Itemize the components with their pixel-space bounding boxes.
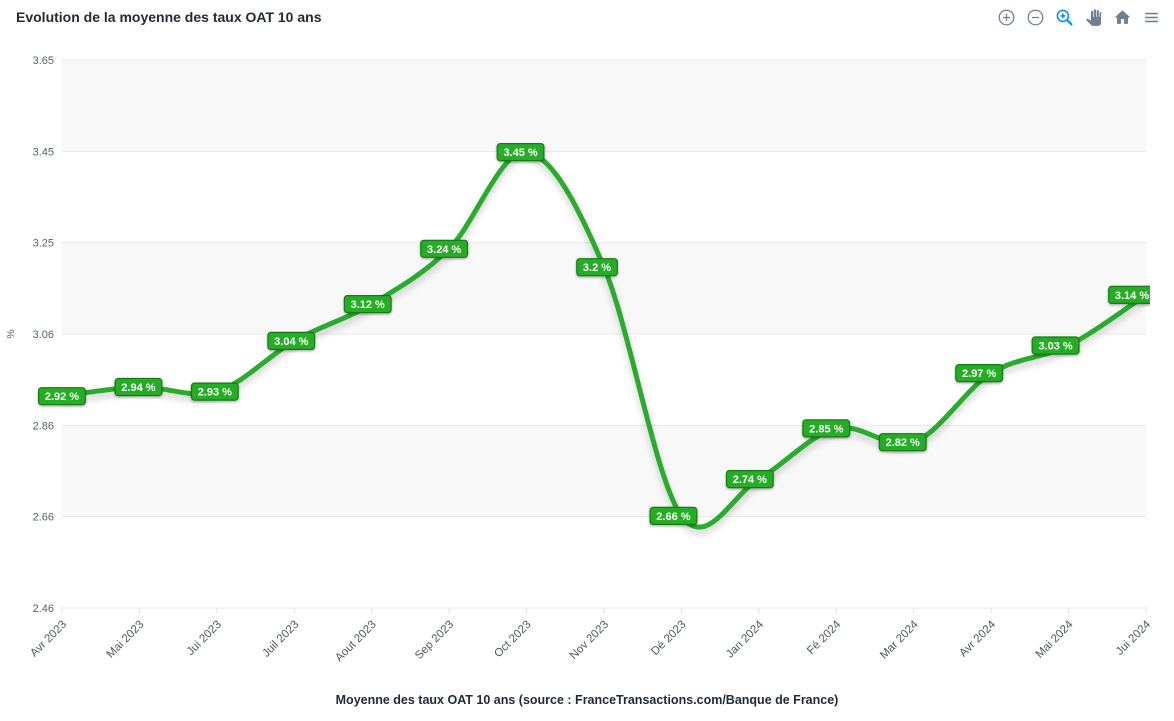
chart-title: Evolution de la moyenne des taux OAT 10 …: [16, 9, 322, 25]
svg-text:2.82 %: 2.82 %: [886, 437, 920, 449]
grid-row-stripe: [62, 516, 1146, 608]
x-axis-tick-label: Avr 2024: [957, 618, 998, 659]
x-axis-tick-label: Aout 2023: [333, 619, 379, 665]
x-axis-tick-label: Mar 2024: [878, 618, 921, 661]
svg-text:3.14 %: 3.14 %: [1115, 290, 1149, 302]
data-point-label: 2.66 %: [649, 506, 698, 525]
svg-text:2.94 %: 2.94 %: [121, 382, 155, 394]
svg-text:2.97 %: 2.97 %: [962, 368, 996, 380]
y-axis-tick-label: 2.66: [33, 512, 54, 524]
data-point-label: 3.14 %: [1108, 285, 1156, 304]
x-axis-tick-label: Jui 2023: [185, 619, 224, 658]
data-point-label: 3.2 %: [576, 258, 618, 277]
x-axis-tick-label: Jui 2024: [1114, 618, 1150, 658]
grid-row-stripe: [62, 425, 1146, 517]
data-point-label: 2.93 %: [190, 382, 239, 401]
svg-text:2.92 %: 2.92 %: [45, 391, 79, 403]
data-point-label: 2.74 %: [725, 470, 774, 489]
y-axis-tick-label: 3.06: [33, 329, 54, 341]
y-axis-tick-label: 3.45: [33, 146, 54, 158]
home-icon[interactable]: [1112, 7, 1133, 28]
data-point-label: 2.94 %: [114, 377, 163, 397]
zoom-out-icon[interactable]: [1025, 7, 1046, 28]
data-point-label: 2.92 %: [37, 387, 86, 406]
data-point-label: 3.03 %: [1031, 336, 1080, 355]
svg-text:3.45 %: 3.45 %: [503, 147, 537, 159]
svg-text:3.12 %: 3.12 %: [351, 299, 385, 311]
chart-toolbar: [996, 7, 1162, 28]
y-axis-tick-label: 2.86: [33, 420, 54, 432]
rate-series-line: [59, 149, 1149, 530]
pan-icon[interactable]: [1083, 7, 1104, 28]
x-axis-tick-label: Fé 2024: [805, 618, 844, 657]
grid-row-stripe: [62, 60, 1146, 152]
svg-text:2.93 %: 2.93 %: [198, 387, 232, 399]
y-axis-tick-label: 2.46: [33, 603, 54, 615]
data-point-label: 3.24 %: [420, 239, 469, 258]
svg-text:2.74 %: 2.74 %: [733, 474, 767, 486]
oat-rates-line-chart: 3.65 3.45 3.25 3.06 2.86 2.66 2.46% Avr 2023 Mai…: [5, 55, 1156, 665]
data-point-label: 2.97 %: [955, 364, 1004, 383]
svg-text:2.66 %: 2.66 %: [656, 511, 690, 523]
data-point-label: 2.85 %: [802, 419, 851, 438]
data-point-label: 3.12 %: [343, 295, 392, 314]
svg-text:2.85 %: 2.85 %: [809, 423, 843, 435]
x-axis-tick-label: Dé 2023: [649, 619, 688, 658]
svg-text:3.03 %: 3.03 %: [1038, 341, 1072, 353]
svg-text:3.04 %: 3.04 %: [274, 336, 308, 348]
zoom-in-icon[interactable]: [996, 7, 1017, 28]
data-point-label: 3.45 %: [496, 142, 545, 162]
y-axis-title: %: [5, 329, 17, 338]
x-axis-tick-label: Oct 2023: [492, 619, 533, 660]
x-axis-tick-label: Nov 2023: [568, 619, 611, 662]
data-point-label: 3.04 %: [267, 331, 316, 350]
svg-text:3.2 %: 3.2 %: [583, 262, 611, 274]
grid-row-stripe: [62, 151, 1146, 243]
grid-row-stripe: [62, 242, 1146, 334]
chart-caption: Moyenne des taux OAT 10 ans (source : Fr…: [335, 693, 839, 707]
x-axis-tick-label: Mai 2024: [1034, 618, 1076, 660]
x-axis-tick-label: Mai 2023: [105, 619, 147, 661]
y-axis-tick-label: 3.65: [33, 55, 54, 67]
x-axis-tick-label: Jan 2024: [724, 618, 766, 660]
data-point-label: 2.82 %: [878, 433, 927, 452]
x-axis-tick-label: Sep 2023: [413, 619, 456, 662]
y-axis-tick-label: 3.25: [33, 238, 54, 250]
line-chart-plot-area[interactable]: 3.65 3.45 3.25 3.06 2.86 2.66 2.46% Avr 2023 Mai…: [0, 40, 1156, 690]
svg-text:3.24 %: 3.24 %: [427, 244, 461, 256]
selection-zoom-icon[interactable]: [1054, 7, 1075, 28]
menu-icon[interactable]: [1141, 7, 1162, 28]
x-axis-tick-label: Juil 2023: [260, 619, 301, 660]
x-axis-tick-label: Avr 2023: [28, 619, 69, 660]
